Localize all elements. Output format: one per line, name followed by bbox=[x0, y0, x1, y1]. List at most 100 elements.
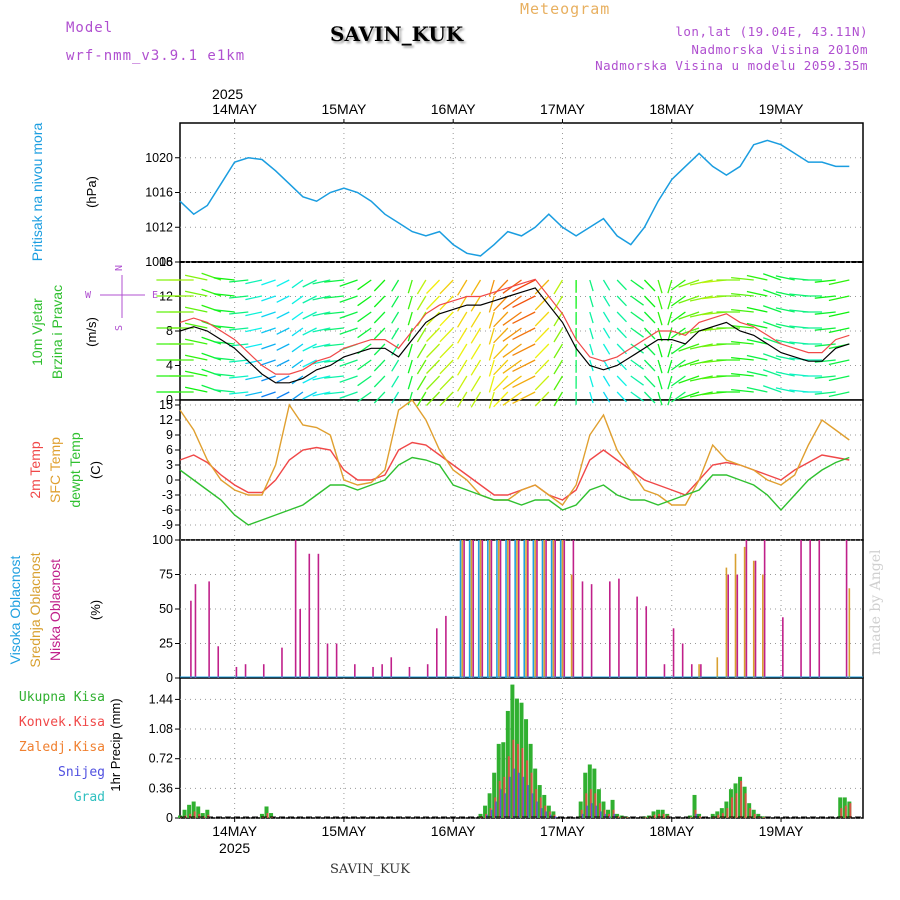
ytick-label-temperature: 9 bbox=[166, 428, 173, 442]
precip-bar-1 bbox=[193, 811, 196, 818]
precip-bar-1 bbox=[626, 817, 629, 818]
wind-barb bbox=[775, 307, 795, 313]
mid-cloud-label: Srednja Oblacnost bbox=[27, 552, 43, 667]
precip-bar-1 bbox=[621, 817, 624, 818]
wind-barb bbox=[470, 343, 482, 360]
wind-barb bbox=[553, 343, 564, 359]
top-date-label: 17MAY bbox=[540, 101, 586, 117]
ytick-label-pressure: 1008 bbox=[145, 255, 173, 269]
wind-barb bbox=[373, 295, 386, 308]
wind-barb bbox=[439, 311, 454, 327]
wind-barb bbox=[678, 391, 700, 400]
wind-barb bbox=[775, 275, 795, 281]
wind-barb bbox=[457, 327, 468, 344]
wind-barb bbox=[213, 357, 235, 361]
wind-barb bbox=[689, 311, 713, 318]
wind-barb bbox=[671, 359, 686, 371]
wind-barb bbox=[643, 279, 656, 292]
wind-barb bbox=[426, 375, 441, 390]
wind-barb bbox=[667, 343, 673, 358]
precip-bar-1 bbox=[198, 813, 201, 818]
wind-barb bbox=[616, 375, 627, 387]
cloud-unit: (%) bbox=[88, 600, 103, 620]
bottom-date-label: 17MAY bbox=[540, 823, 586, 839]
ytick-label-precipitation: 1.44 bbox=[149, 692, 173, 706]
wind-barb bbox=[746, 290, 768, 297]
ytick-label-temperature: 3 bbox=[166, 458, 173, 472]
precip-bar-1 bbox=[762, 817, 765, 818]
wind-barb bbox=[630, 311, 644, 322]
precip-bar-3 bbox=[590, 803, 593, 818]
wind-barb bbox=[391, 295, 400, 308]
precip-bar-3 bbox=[613, 813, 616, 818]
wind-barb bbox=[493, 391, 509, 408]
wind-barb bbox=[589, 391, 594, 404]
wind-barb bbox=[814, 375, 836, 379]
wind-barb bbox=[828, 295, 850, 302]
precip-bar-0 bbox=[483, 805, 488, 818]
precip-bar-3 bbox=[508, 776, 511, 818]
wind-barb bbox=[657, 375, 663, 390]
wind-barb bbox=[184, 322, 208, 329]
wind-barb bbox=[828, 375, 850, 382]
wind-barb bbox=[339, 375, 358, 383]
wind-barb bbox=[678, 343, 700, 352]
wind-barb bbox=[184, 386, 208, 393]
wind-barb bbox=[493, 359, 509, 376]
wind-barb bbox=[814, 359, 836, 363]
wind-barb bbox=[391, 327, 400, 340]
wind-barb bbox=[602, 375, 611, 387]
wind-barb bbox=[616, 391, 627, 403]
wind-barb bbox=[457, 375, 468, 392]
wind-barb bbox=[302, 359, 317, 368]
wind-barb bbox=[302, 343, 317, 352]
precip-bar-3 bbox=[581, 813, 584, 818]
bottom-date-label: 18MAY bbox=[649, 823, 695, 839]
wind-barb bbox=[762, 273, 782, 281]
precip-bar-3 bbox=[586, 805, 589, 818]
wind-barb bbox=[213, 309, 235, 313]
wind-barb bbox=[426, 359, 441, 374]
wind-barb bbox=[229, 375, 249, 379]
wind-barb bbox=[731, 388, 754, 393]
wind-barb bbox=[667, 391, 673, 406]
wind-barb bbox=[261, 295, 276, 302]
wind-barb bbox=[534, 311, 550, 327]
wind-barb bbox=[457, 295, 468, 312]
wind-barb bbox=[357, 375, 372, 387]
wind-barb bbox=[657, 295, 663, 310]
wind-barb bbox=[678, 375, 700, 384]
wind-barb bbox=[488, 375, 495, 393]
top-year-label: 2025 bbox=[212, 86, 243, 102]
precip-bar-3 bbox=[513, 768, 516, 818]
compass-letter: W bbox=[85, 290, 92, 301]
wind-barb bbox=[291, 343, 304, 353]
top-date-label: 19MAY bbox=[759, 101, 805, 117]
precip-bar-3 bbox=[695, 813, 698, 818]
wind-barb bbox=[357, 391, 372, 403]
precip-bar-1 bbox=[180, 817, 182, 818]
wind-barb bbox=[746, 370, 768, 377]
wind-barb bbox=[493, 279, 509, 296]
wind-barb bbox=[184, 290, 208, 297]
precip-bar-1 bbox=[658, 813, 661, 818]
wind-barb bbox=[602, 327, 611, 339]
bottom-year-label: 2025 bbox=[219, 840, 250, 856]
wind-barb bbox=[589, 295, 594, 308]
wind-barb bbox=[357, 279, 372, 291]
wind-barb bbox=[373, 343, 386, 356]
wind-barb bbox=[416, 343, 427, 359]
top-date-label: 15MAY bbox=[321, 101, 367, 117]
precip-bar-0 bbox=[487, 793, 492, 818]
wind-barb bbox=[229, 311, 249, 315]
wind-barb bbox=[324, 295, 344, 299]
wind-barb bbox=[488, 311, 495, 329]
wind-barb bbox=[602, 279, 611, 291]
wind-barb bbox=[512, 343, 536, 356]
ytick-label-pressure: 1020 bbox=[145, 151, 173, 165]
wind-barb bbox=[678, 295, 700, 304]
wind-barb bbox=[671, 279, 686, 291]
wind-barb bbox=[657, 311, 663, 326]
wind-barb bbox=[534, 343, 550, 359]
precip-bar-3 bbox=[490, 809, 493, 818]
